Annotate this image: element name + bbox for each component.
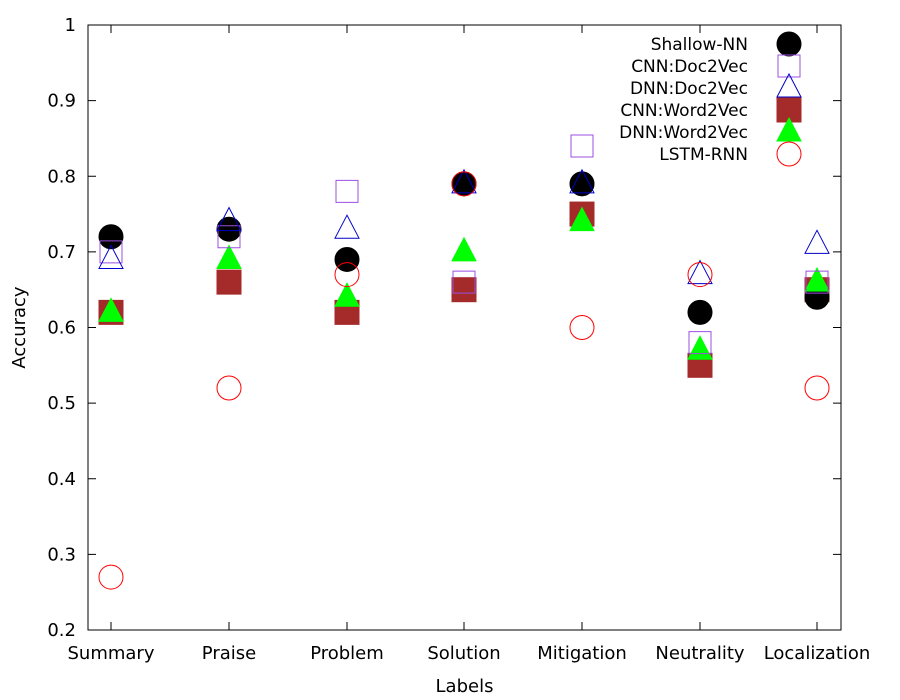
data-point — [569, 168, 595, 194]
y-tick-label: 0.2 — [47, 620, 76, 641]
series-dnn-doc2vec — [98, 168, 830, 285]
x-tick-label: Summary — [68, 643, 155, 664]
data-point — [804, 375, 830, 401]
data-point — [804, 267, 830, 292]
data-point — [99, 240, 123, 264]
data-point — [451, 171, 477, 197]
data-point — [216, 375, 242, 401]
legend-label: Shallow-NN — [651, 35, 748, 55]
series-cnn-doc2vec — [99, 134, 829, 355]
legend-marker — [776, 72, 802, 98]
series-shallow-nn — [98, 171, 830, 325]
data-point — [216, 244, 242, 269]
x-tick-label: Problem — [310, 643, 384, 664]
y-axis-label: Accuracy — [9, 286, 30, 369]
legend-marker — [777, 54, 801, 78]
legend: Shallow-NNCNN:Doc2VecDNN:Doc2VecCNN:Word… — [619, 31, 802, 167]
series-cnn-word2vec — [98, 201, 830, 378]
data-point — [98, 297, 124, 322]
data-point — [451, 168, 477, 194]
data-point — [216, 216, 242, 242]
x-axis-label: Labels — [436, 676, 494, 697]
x-tick-label: Neutrality — [655, 643, 744, 664]
data-point — [687, 299, 713, 325]
data-point — [451, 236, 477, 262]
y-tick-label: 0.3 — [47, 544, 76, 565]
x-tick-label: Solution — [427, 643, 500, 664]
data-point — [98, 244, 124, 269]
data-point — [804, 229, 830, 254]
x-tick-label: Mitigation — [537, 643, 627, 664]
data-point — [569, 206, 595, 232]
y-tick-label: 0.9 — [47, 91, 76, 112]
legend-label: DNN:Doc2Vec — [630, 79, 748, 99]
legend-marker — [776, 141, 802, 167]
legend-label: LSTM-RNN — [659, 145, 748, 165]
legend-marker — [776, 31, 802, 57]
data-point — [569, 315, 595, 340]
data-point — [334, 214, 360, 239]
y-tick-label: 1 — [65, 15, 76, 36]
data-point — [216, 269, 242, 295]
legend-label: CNN:Word2Vec — [620, 101, 748, 121]
data-point — [216, 206, 242, 232]
legend-label: CNN:Doc2Vec — [631, 57, 748, 77]
series-dnn-word2vec — [98, 206, 830, 360]
data-point — [569, 171, 595, 197]
data-point — [687, 259, 713, 285]
data-point — [98, 564, 124, 590]
y-tick-label: 0.7 — [47, 242, 76, 263]
data-point — [452, 270, 476, 294]
series-lstm-rnn — [98, 171, 830, 590]
data-point — [570, 134, 594, 158]
data-point — [334, 262, 360, 288]
data-point — [217, 225, 241, 249]
data-point — [334, 282, 360, 307]
y-tick-label: 0.5 — [47, 393, 76, 414]
y-tick-label: 0.6 — [47, 318, 76, 339]
data-point — [98, 224, 124, 250]
data-point — [334, 246, 360, 272]
plot-layer: 0.2 0.3 0.4 0.5 0.6 0.7 0.8 0.9 1 Summary Praise Pr… — [47, 15, 870, 664]
y-tick-label: 0.8 — [47, 166, 76, 187]
legend-marker — [776, 116, 802, 142]
data-point — [687, 262, 713, 288]
data-point — [688, 331, 712, 355]
data-point — [687, 335, 713, 360]
y-tick-label: 0.4 — [47, 469, 76, 490]
data-point — [335, 179, 359, 203]
x-tick-label: Praise — [202, 643, 256, 664]
legend-label: DNN:Word2Vec — [619, 123, 748, 143]
data-point — [805, 270, 829, 294]
data-point — [451, 277, 477, 303]
x-tick-label: Localization — [764, 643, 871, 664]
